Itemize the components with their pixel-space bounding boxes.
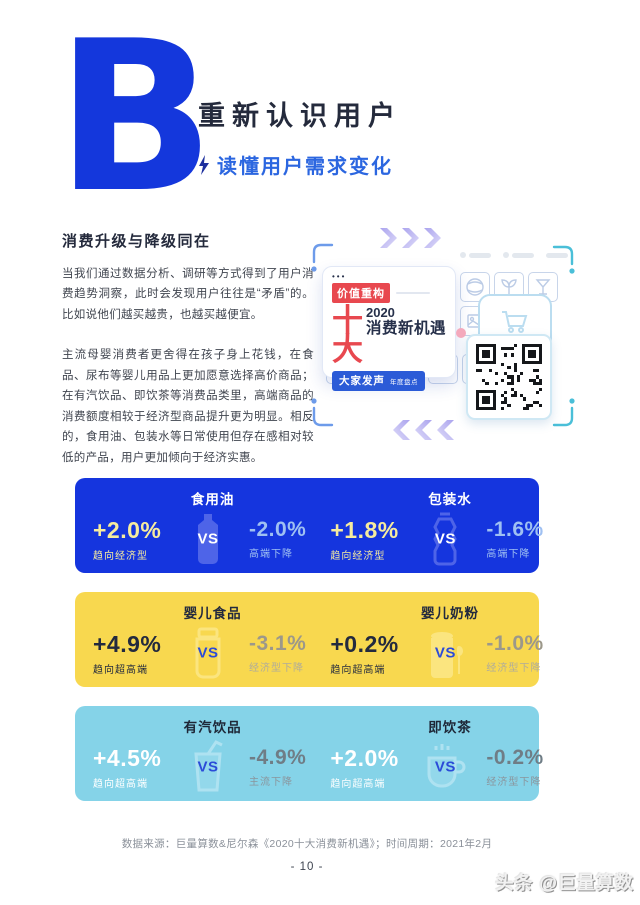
category-title: 有汽饮品 <box>183 720 242 735</box>
qr-finder-icon <box>476 344 496 364</box>
decrease-value: -1.0% <box>486 632 544 655</box>
decrease-label: 主流下降 <box>249 777 293 788</box>
corner-bracket-icon <box>552 398 575 427</box>
decrease-label: 高端下降 <box>486 549 531 560</box>
soda-cup-icon: VS <box>183 739 233 795</box>
report-poster: ••• 价值重构 十大 2020 消费新机遇 大家发声 年度盘点 <box>322 266 456 391</box>
stat-card-cyan: 有汽饮品 +4.5% 趋向超高端 VS -4.9% 主流下降 即饮茶 +2.0%… <box>75 706 543 801</box>
chevrons-left-icon <box>393 420 454 440</box>
section-heading: 消费升级与降级同在 <box>62 233 211 250</box>
logo-mark <box>460 252 491 258</box>
poster-dots: ••• <box>332 272 347 281</box>
poster-line <box>396 292 430 294</box>
decrease-value: -0.2% <box>486 746 544 769</box>
poster-badge-bottom-note: 年度盘点 <box>390 379 418 387</box>
increase-label: 趋向超高端 <box>330 778 386 790</box>
stat-group-rtd-tea: 即饮茶 +2.0% 趋向超高端 VS -0.2% 经济型下降 <box>312 706 549 801</box>
increase-value: +2.0% <box>330 744 399 771</box>
decrease-label: 经济型下降 <box>486 663 542 674</box>
stat-group-cooking-oil: 食用油 +2.0% 趋向经济型 VS -2.0% 高端下降 <box>75 478 312 573</box>
poster-big-text: 十大 <box>332 303 363 368</box>
partner-logos <box>460 252 568 258</box>
decrease-label: 经济型下降 <box>486 777 542 788</box>
stat-group-carbonated-drinks: 有汽饮品 +4.5% 趋向超高端 VS -4.9% 主流下降 <box>75 706 312 801</box>
category-title: 食用油 <box>190 492 235 507</box>
increase-value: +0.2% <box>330 630 399 657</box>
decrease-value: -3.1% <box>249 632 307 655</box>
increase-label: 趋向超高端 <box>93 664 148 676</box>
increase-label: 趋向超高端 <box>330 664 386 676</box>
poster-title: 消费新机遇 <box>365 320 446 338</box>
decrease-label: 高端下降 <box>249 549 293 560</box>
body-section: 消费升级与降级同在 当我们通过数据分析、调研等方式得到了用户消费趋势洞察，此时会… <box>62 230 314 468</box>
corner-bracket-icon <box>552 245 575 274</box>
category-title: 婴儿食品 <box>183 606 242 621</box>
decrease-value: -4.9% <box>249 746 307 769</box>
chapter-letter: B <box>56 0 215 239</box>
milk-powder-can-icon: VS <box>420 625 470 681</box>
vs-label: VS <box>434 530 456 548</box>
logo-mark <box>546 252 568 258</box>
stat-card-blue: 食用油 +2.0% 趋向经济型 VS -2.0% 高端下降 包装水 +1.8% … <box>75 478 543 573</box>
oil-bottle-icon: VS <box>183 511 233 567</box>
paragraph-1: 当我们通过数据分析、调研等方式得到了用户消费趋势洞察，此时会发现用户往往是“矛盾… <box>62 268 314 321</box>
poster-year: 2020 <box>365 305 395 320</box>
page-subtitle: 读懂用户需求变化 <box>198 150 393 179</box>
increase-label: 趋向经济型 <box>93 550 148 562</box>
category-title: 包装水 <box>428 492 472 507</box>
page-number: - 10 - <box>290 861 324 873</box>
stat-group-baby-formula: 婴儿奶粉 +0.2% 趋向超高端 VS -1.0% 经济型下降 <box>312 592 549 687</box>
promo-illustration: ••• 价值重构 十大 2020 消费新机遇 大家发声 年度盘点 <box>310 228 576 440</box>
yarn-tile-icon <box>460 272 490 302</box>
category-title: 即饮茶 <box>428 720 472 735</box>
vs-label: VS <box>434 644 456 662</box>
corner-bracket-icon <box>311 243 334 272</box>
vs-label: VS <box>434 758 456 776</box>
decrease-label: 经济型下降 <box>249 663 304 674</box>
water-bottle-icon: VS <box>420 511 470 567</box>
decrease-value: -1.6% <box>486 518 544 541</box>
qr-code <box>476 344 542 410</box>
increase-label: 趋向经济型 <box>330 550 386 562</box>
poster-badge-bottom: 大家发声 年度盘点 <box>332 370 425 391</box>
increase-value: +4.5% <box>93 744 162 771</box>
lightning-icon <box>199 154 209 175</box>
corner-bracket-icon <box>311 398 334 427</box>
subtitle-text: 读懂用户需求变化 <box>217 156 393 178</box>
vs-label: VS <box>197 530 219 548</box>
qr-card <box>466 334 552 420</box>
chevrons-right-icon <box>380 228 441 248</box>
vs-label: VS <box>197 758 219 776</box>
data-source-note: 数据来源：巨量算数&尼尔森《2020十大消费新机遇》；时间周期：2021年2月 <box>121 838 493 850</box>
watermark: 头条 @巨量算数 <box>495 873 634 893</box>
increase-value: +4.9% <box>93 630 162 657</box>
vs-label: VS <box>197 644 219 662</box>
decrease-value: -2.0% <box>249 518 307 541</box>
qr-finder-icon <box>476 390 496 410</box>
qr-finder-icon <box>522 344 542 364</box>
stat-card-yellow: 婴儿食品 +4.9% 趋向超高端 VS -3.1% 经济型下降 婴儿奶粉 +0.… <box>75 592 543 687</box>
increase-label: 趋向超高端 <box>93 778 148 790</box>
paragraph-2: 主流母婴消费者更舍得在孩子身上花钱，在食品、尿布等婴儿用品上更加愿意选择高价商品… <box>62 349 314 464</box>
stat-group-packaged-water: 包装水 +1.8% 趋向经济型 VS -1.6% 高端下降 <box>312 478 549 573</box>
category-title: 婴儿奶粉 <box>421 606 480 621</box>
baby-food-jar-icon: VS <box>183 625 233 681</box>
poster-badge-top: 价值重构 <box>332 283 390 303</box>
stat-group-baby-food: 婴儿食品 +4.9% 趋向超高端 VS -3.1% 经济型下降 <box>75 592 312 687</box>
increase-value: +1.8% <box>330 516 399 543</box>
pink-dot <box>456 328 466 338</box>
tea-cup-icon: VS <box>420 739 470 795</box>
page-title: 重新认识用户 <box>198 101 402 131</box>
logo-mark <box>503 252 534 258</box>
poster-badge-bottom-text: 大家发声 <box>339 375 385 388</box>
increase-value: +2.0% <box>93 516 162 543</box>
